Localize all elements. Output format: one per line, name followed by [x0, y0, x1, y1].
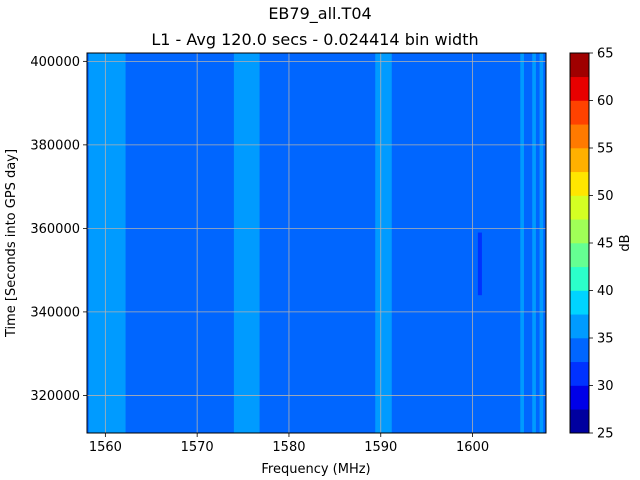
chart-subtitle: L1 - Avg 120.0 secs - 0.024414 bin width — [151, 30, 478, 49]
x-tick-label: 1590 — [364, 440, 397, 455]
colorbar-tick-label: 40 — [597, 284, 614, 299]
y-axis-ticks: 320000 340000 360000 380000 400000 — [30, 55, 87, 404]
x-axis-label: Frequency (MHz) — [261, 462, 370, 477]
y-tick-label: 360000 — [30, 222, 80, 237]
low-level-spots — [477, 232, 482, 296]
colorbar: 25 30 35 40 45 50 55 60 65 dB — [569, 47, 633, 442]
colorbar-segment — [570, 100, 589, 125]
colorbar-segment — [570, 266, 589, 291]
colorbar-tick-label: 25 — [597, 427, 614, 442]
x-tick-label: 1600 — [456, 440, 489, 455]
colorbar-segment — [570, 124, 589, 149]
grid-lines — [87, 53, 546, 433]
colorbar-segment — [570, 243, 589, 268]
y-tick-label: 320000 — [30, 389, 80, 404]
signal-band-3 — [520, 53, 524, 433]
colorbar-segment — [570, 314, 589, 339]
colorbar-segment — [570, 385, 589, 410]
colorbar-label: dB — [618, 234, 633, 251]
colorbar-tick-label: 65 — [597, 47, 614, 62]
x-tick-label: 1560 — [89, 440, 122, 455]
colorbar-tick-label: 45 — [597, 237, 614, 252]
y-tick-label: 340000 — [30, 305, 80, 320]
colorbar-tick-label: 30 — [597, 379, 614, 394]
plot-frame — [86, 52, 547, 434]
colorbar-segments — [570, 53, 589, 434]
colorbar-ticks: 25 30 35 40 45 50 55 60 65 — [589, 47, 614, 442]
colorbar-segment — [570, 409, 589, 434]
chart-title: EB79_all.T04 — [268, 4, 371, 24]
colorbar-segment — [570, 338, 589, 363]
y-tick-label: 400000 — [30, 55, 80, 70]
colorbar-tick-label: 55 — [597, 142, 614, 157]
colorbar-segment — [570, 290, 589, 315]
colorbar-segment — [570, 148, 589, 173]
colorbar-segment — [570, 195, 589, 220]
y-tick-label: 380000 — [30, 138, 80, 153]
colorbar-segment — [570, 76, 589, 101]
colorbar-segment — [570, 171, 589, 196]
colorbar-tick-label: 60 — [597, 94, 614, 109]
colorbar-segment — [570, 53, 589, 78]
x-tick-label: 1570 — [181, 440, 214, 455]
y-axis-label: Time [Seconds into GPS day] — [4, 149, 19, 338]
low-spot-0 — [477, 232, 482, 296]
colorbar-tick-label: 50 — [597, 189, 614, 204]
signal-band-5 — [539, 53, 544, 433]
plot-area: 1560 1570 1580 1590 1600 3200003400003600003… — [30, 52, 547, 455]
colorbar-segment — [570, 219, 589, 244]
x-axis-ticks: 1560 1570 1580 1590 1600 — [89, 433, 489, 455]
signal-band-4 — [532, 53, 536, 433]
signal-band-0 — [88, 53, 126, 433]
signal-bands — [88, 53, 544, 433]
colorbar-tick-label: 35 — [597, 332, 614, 347]
x-tick-label: 1580 — [272, 440, 305, 455]
heatmap-background — [87, 53, 546, 433]
signal-band-1 — [233, 53, 260, 433]
colorbar-segment — [570, 361, 589, 386]
signal-band-2 — [375, 53, 392, 433]
